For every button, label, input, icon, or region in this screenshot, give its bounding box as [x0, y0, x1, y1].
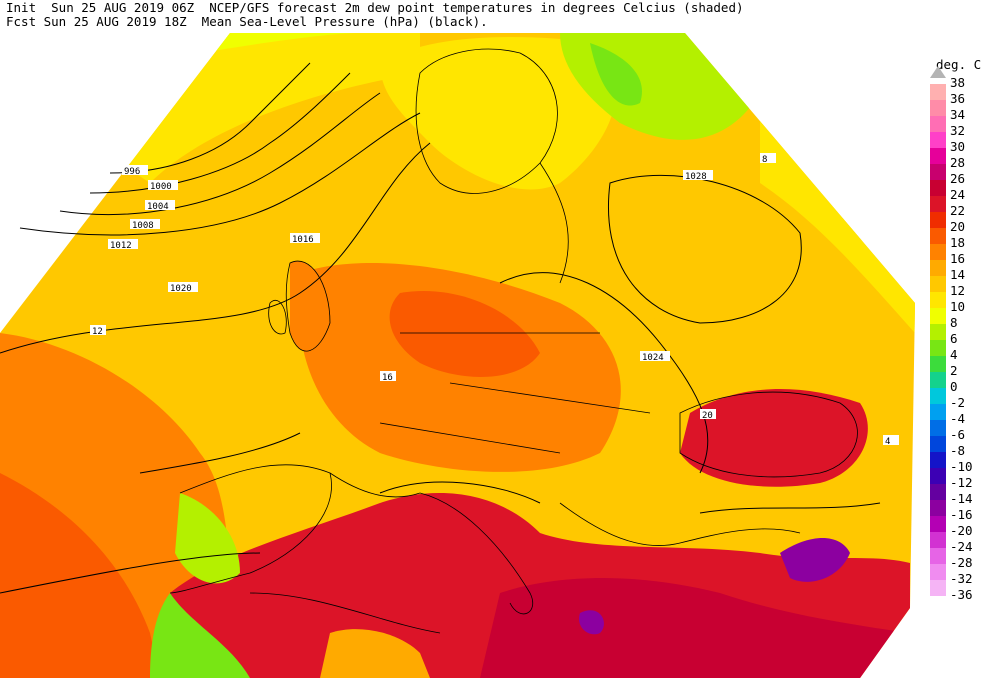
legend-label: 34 — [950, 107, 966, 122]
legend-swatch — [930, 564, 946, 580]
coastlines — [169, 48, 858, 634]
legend-label: 2 — [950, 363, 958, 378]
legend-swatch — [930, 548, 946, 564]
legend-swatch — [930, 388, 946, 404]
isobar-labels: 996 1000 1004 1008 1012 1016 1020 1024 1… — [108, 165, 713, 363]
legend-swatch — [930, 436, 946, 452]
legend-swatch — [930, 484, 946, 500]
svg-text:20: 20 — [702, 411, 713, 421]
legend-label: 30 — [950, 139, 966, 154]
legend-label: 22 — [950, 203, 966, 218]
dewpoint-map: 996 1000 1004 1008 1012 1016 1020 1024 1… — [0, 33, 915, 678]
legend-label: -28 — [950, 555, 973, 570]
legend-swatch — [930, 180, 946, 196]
isobar-label: 996 — [124, 167, 140, 177]
contour-labels: 12 16 20 8 4 — [90, 153, 899, 447]
legend-swatch — [930, 244, 946, 260]
legend-swatch — [930, 132, 946, 148]
header-line-2: Fcst Sun 25 AUG 2019 18Z Mean Sea-Level … — [6, 14, 488, 29]
legend-label: 24 — [950, 187, 966, 202]
isobar-label: 1000 — [150, 182, 172, 192]
legend-label: -8 — [950, 443, 966, 458]
svg-text:16: 16 — [382, 373, 393, 383]
legend-swatch — [930, 84, 946, 100]
legend-swatch — [930, 292, 946, 308]
legend-swatch — [930, 340, 946, 356]
legend-label: 38 — [950, 75, 966, 90]
legend-swatch — [930, 324, 946, 340]
legend-label: 18 — [950, 235, 966, 250]
legend-swatch — [930, 404, 946, 420]
isobar-label: 1008 — [132, 221, 154, 231]
isobar-label: 1004 — [147, 202, 169, 212]
isobar-label: 1024 — [642, 353, 664, 363]
legend-swatch — [930, 228, 946, 244]
legend-swatch — [930, 500, 946, 516]
legend-label: 32 — [950, 123, 966, 138]
legend-label: 14 — [950, 267, 966, 282]
legend-label: -36 — [950, 587, 973, 602]
shaded-field — [0, 33, 915, 678]
legend-label: -20 — [950, 523, 973, 538]
legend-swatch — [930, 212, 946, 228]
legend-label: -12 — [950, 475, 973, 490]
legend-swatch — [930, 116, 946, 132]
isobar-label: 1028 — [685, 172, 707, 182]
isobars — [0, 62, 881, 594]
legend-label: 8 — [950, 315, 958, 330]
legend-label: -4 — [950, 411, 966, 426]
legend-swatch — [930, 148, 946, 164]
legend-swatch — [930, 468, 946, 484]
legend-swatch — [930, 196, 946, 212]
legend-label: 6 — [950, 331, 958, 346]
legend-swatch — [930, 532, 946, 548]
svg-text:4: 4 — [885, 437, 890, 447]
legend-swatch — [930, 260, 946, 276]
legend-label: -6 — [950, 427, 966, 442]
legend-label: 0 — [950, 379, 958, 394]
legend-swatch — [930, 100, 946, 116]
legend-label: 26 — [950, 171, 966, 186]
legend-swatch — [930, 580, 946, 596]
isobar-label: 1012 — [110, 241, 132, 251]
isobar-label: 1020 — [170, 284, 192, 294]
color-legend: 38 36 34 32 30 28 26 24 22 20 18 16 14 12 10 8 6 4 2 0 -2 -4-… — [928, 60, 1000, 605]
svg-text:8: 8 — [762, 155, 767, 165]
legend-swatch — [930, 308, 946, 324]
legend-swatch — [930, 452, 946, 468]
svg-text:12: 12 — [92, 327, 103, 337]
legend-unit: deg. C — [936, 57, 982, 72]
legend-label: -10 — [950, 459, 973, 474]
legend-swatch — [930, 516, 946, 532]
legend-swatch — [930, 356, 946, 372]
legend-label: 28 — [950, 155, 966, 170]
legend-label: 36 — [950, 91, 966, 106]
isobar-label: 1016 — [292, 235, 314, 245]
triangle-up-icon — [930, 66, 946, 78]
legend-swatch — [930, 420, 946, 436]
legend-label: 16 — [950, 251, 966, 266]
legend-label: -14 — [950, 491, 973, 506]
legend-swatch — [930, 372, 946, 388]
legend-label: -16 — [950, 507, 973, 522]
header-line-1: Init Sun 25 AUG 2019 06Z NCEP/GFS foreca… — [6, 0, 744, 15]
legend-swatch — [930, 164, 946, 180]
legend-label: 10 — [950, 299, 966, 314]
legend-label: 20 — [950, 219, 966, 234]
legend-label: 4 — [950, 347, 958, 362]
legend-label: 12 — [950, 283, 966, 298]
legend-label: -24 — [950, 539, 973, 554]
legend-swatch — [930, 276, 946, 292]
legend-label: -2 — [950, 395, 966, 410]
legend-label: -32 — [950, 571, 973, 586]
